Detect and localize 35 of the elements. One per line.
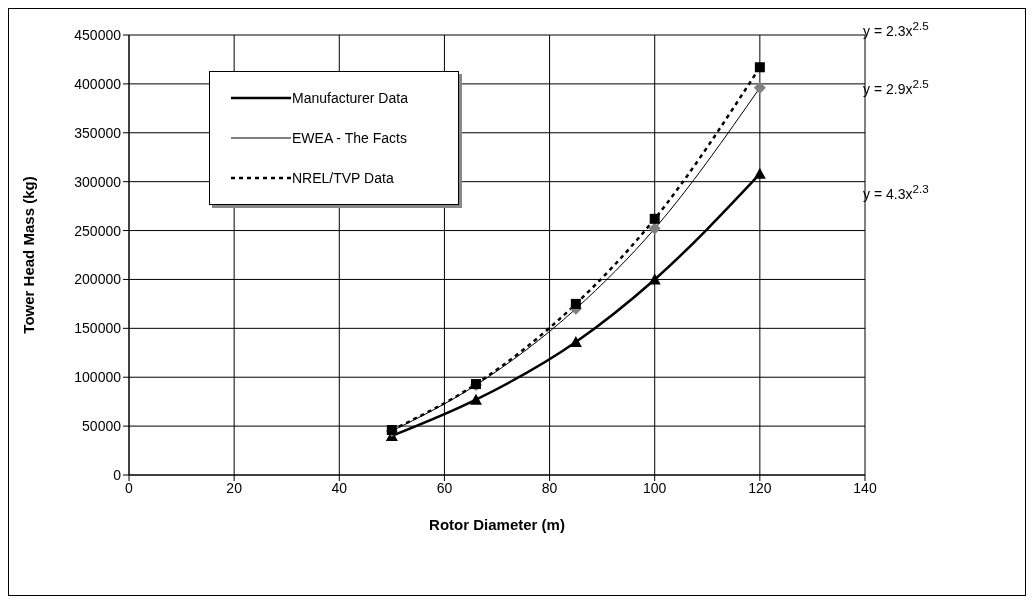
annotation: y = 2.9x$^{2.5}$: [863, 76, 929, 98]
point: [569, 336, 582, 348]
y-axis-title: Tower Head Mass (kg): [20, 176, 38, 334]
x-tick-label: 140: [853, 479, 877, 496]
y-tick-label: 200000: [74, 271, 122, 288]
y-tick-label: 0: [113, 466, 122, 483]
point: [649, 213, 660, 224]
y-tick-label: 100000: [74, 369, 122, 386]
point: [754, 62, 765, 73]
x-tick-label: 20: [226, 479, 243, 496]
y-tick-label: 250000: [74, 222, 122, 239]
x-tick-label: 0: [125, 479, 134, 496]
y-tick-label: 450000: [74, 26, 122, 43]
legend-label: NREL/TVP Data: [292, 170, 394, 186]
x-tick-label: 40: [331, 479, 348, 496]
y-tick-label: 300000: [74, 173, 122, 190]
x-tick-label: 60: [436, 479, 453, 496]
point: [753, 81, 766, 94]
annotation: y = 2.3x$^{2.5}$: [863, 18, 929, 40]
point: [648, 273, 661, 285]
y-tick-label: 400000: [74, 75, 122, 92]
point: [570, 298, 581, 309]
y-tick-label: 50000: [82, 418, 122, 435]
legend-label: EWEA - The Facts: [292, 130, 407, 146]
y-tick-label: 150000: [74, 320, 122, 337]
x-tick-label: 120: [748, 479, 772, 496]
y-tick-label: 350000: [74, 124, 122, 141]
x-axis-title: Rotor Diameter (m): [429, 516, 565, 533]
legend-label: Manufacturer Data: [292, 90, 408, 106]
x-tick-label: 100: [643, 479, 667, 496]
x-tick-label: 80: [541, 479, 558, 496]
point: [469, 393, 482, 405]
point: [753, 167, 766, 179]
point: [648, 222, 661, 235]
annotation: y = 4.3x$^{2.3}$: [863, 181, 929, 203]
